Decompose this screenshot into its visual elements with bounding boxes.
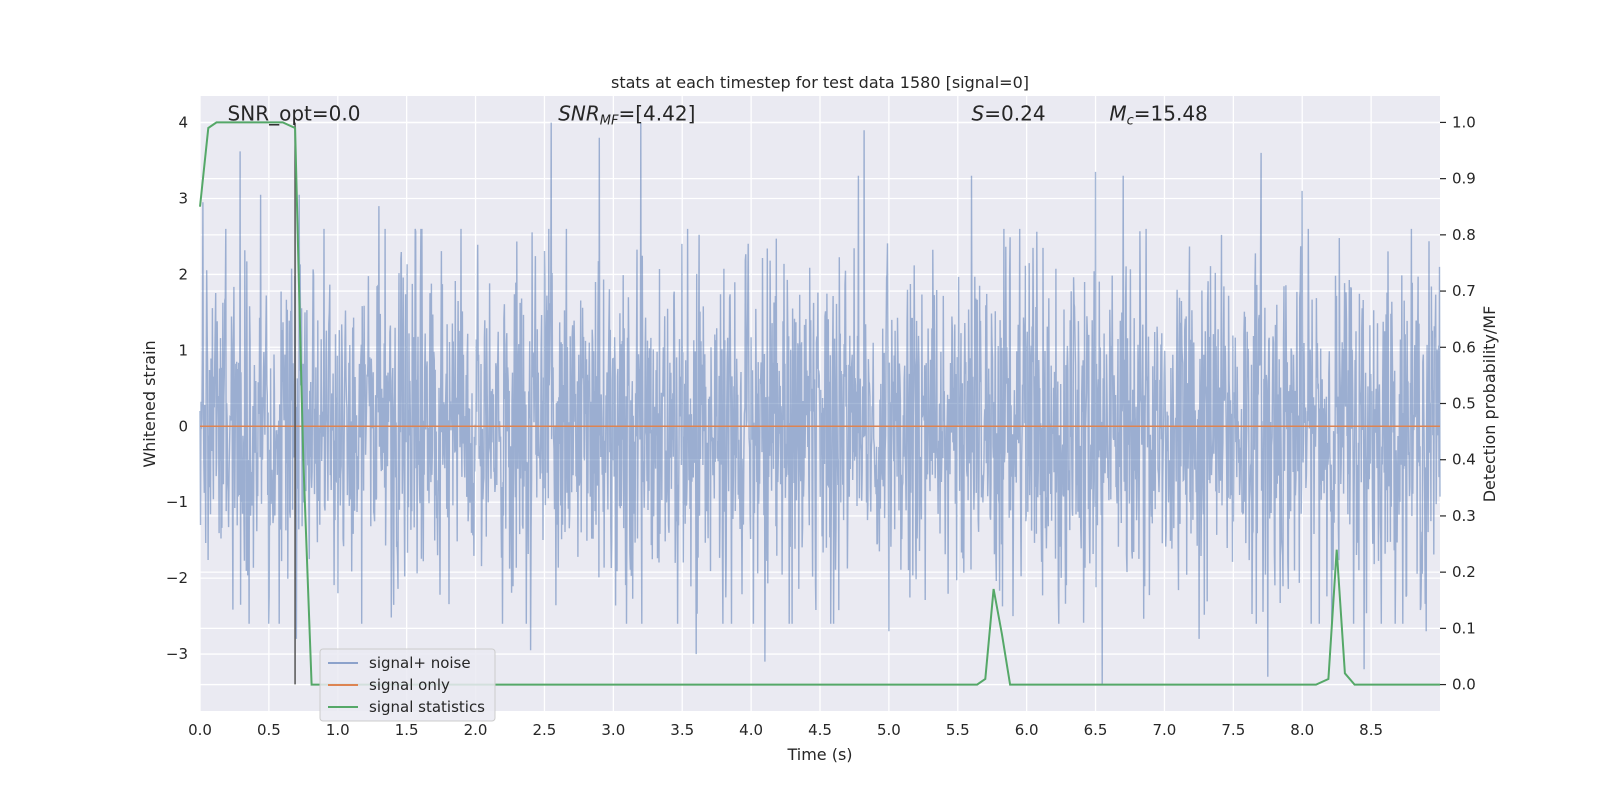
y2-tick-label: 0.9 [1452,170,1476,188]
y2-tick-label: 0.8 [1452,226,1476,244]
x-axis-title: Time (s) [786,745,852,764]
y-tick-label: −3 [166,645,188,663]
legend-box [319,648,496,722]
legend-label-signal-statistics: signal statistics [369,698,485,716]
y-tick-label: 0 [178,417,188,435]
y-axis-title: Whitened strain [140,340,159,467]
series-line-signal-noise [199,122,1441,685]
x-tick-label: 8.0 [1290,721,1314,739]
annotations: SNR_opt=0.0 SNRMF=[4.42] S=0.24 Mc=15.48 [228,101,1208,128]
y2-tick-label: 0.2 [1452,563,1476,581]
x-tick-label: 4.0 [739,721,763,739]
x-tick-label: 3.5 [670,721,694,739]
y2-tick-label: 0.3 [1452,507,1476,525]
y2-axis-title: Detection probability/MF [1480,306,1499,503]
y2-tick-label: 1.0 [1452,113,1476,131]
signal-statistics-series [199,121,1440,686]
signal-noise-series [199,122,1441,685]
series-line-signal-statistics [199,121,1440,686]
x-tick-label: 1.5 [395,721,419,739]
x-tick-label: 6.0 [1015,721,1039,739]
x-tick-label: 5.5 [946,721,970,739]
y2-tick-label: 0.5 [1452,395,1476,413]
x-tick-label: 3.0 [601,721,625,739]
y-tick-label: 1 [178,341,188,359]
y-tick-label: −2 [166,569,188,587]
annotation-2: S=0.24 [972,101,1046,125]
y2-tick-label: 0.7 [1452,282,1476,300]
x-axis-ticks: 0.0 0.5 1.0 1.5 2.0 2.5 3.0 3.5 4.0 4.5 5.0 5.5 6.0 6… [188,721,1383,739]
annotation-0: SNR_opt=0.0 [228,101,361,125]
y-tick-label: 2 [178,265,188,283]
y2-tick-label: 0.6 [1452,338,1476,356]
x-tick-label: 7.5 [1221,721,1245,739]
legend-label-signal-noise: signal+ noise [369,654,471,672]
x-tick-label: 8.5 [1359,721,1383,739]
annotation-1: SNRMF=[4.42] [558,101,695,128]
annotation-3: Mc=15.48 [1109,101,1207,128]
chart-title: stats at each timestep for test data 158… [611,73,1029,92]
y2-tick-label: 0.0 [1452,676,1476,694]
y-tick-label: 4 [178,114,188,132]
x-tick-label: 6.5 [1084,721,1108,739]
x-tick-label: 2.5 [533,721,557,739]
y-axis-ticks: −3 −2 −1 0 1 2 3 4 [166,114,188,663]
y2-tick-label: 0.4 [1452,451,1476,469]
y2-tick-label: 0.1 [1452,619,1476,637]
y-tick-label: −1 [166,493,188,511]
x-tick-label: 2.0 [464,721,488,739]
x-tick-label: 0.0 [188,721,212,739]
x-tick-label: 4.5 [808,721,832,739]
x-tick-label: 1.0 [326,721,350,739]
y-tick-label: 3 [178,190,188,208]
x-tick-label: 7.0 [1153,721,1177,739]
y2-axis-ticks: 0.0 0.1 0.2 0.3 0.4 0.5 0.6 0.7 0.8 0.9 1.0 [1440,113,1476,694]
legend: signal+ noise signal only signal statist… [319,648,496,722]
x-tick-label: 0.5 [257,721,281,739]
legend-label-signal-only: signal only [369,676,450,694]
x-tick-label: 5.0 [877,721,901,739]
